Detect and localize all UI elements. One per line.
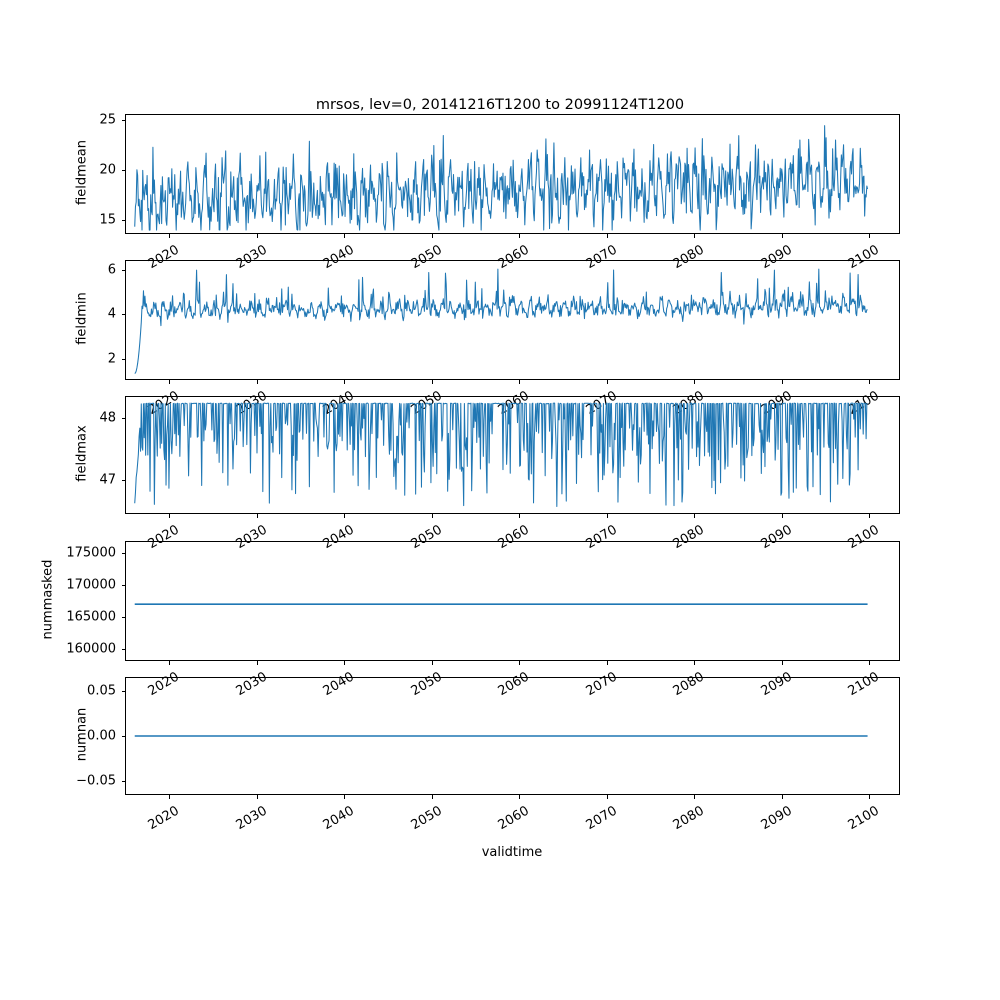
x-tick-mark-fieldmin-7 bbox=[781, 380, 783, 384]
x-tick-label-numnan-8: 2100 bbox=[845, 803, 883, 834]
x-tick-mark-fieldmin-4 bbox=[519, 380, 521, 384]
x-tick-mark-nummasked-3 bbox=[431, 661, 433, 665]
x-tick-mark-numnan-4 bbox=[519, 795, 521, 799]
y-tick-label-fieldmin-0: 2 bbox=[107, 351, 116, 367]
y-tick-label-fieldmean-1: 20 bbox=[99, 162, 116, 178]
x-tick-mark-fieldmin-5 bbox=[606, 380, 608, 384]
x-tick-mark-fieldmean-5 bbox=[606, 234, 608, 238]
plot-area-numnan bbox=[125, 677, 900, 795]
y-tick-mark-fieldmin-0 bbox=[121, 358, 125, 360]
y-axis-label-nummasked: nummasked bbox=[40, 559, 56, 640]
y-tick-mark-fieldmax-0 bbox=[121, 479, 125, 481]
plot-area-fieldmean bbox=[125, 114, 900, 234]
y-tick-label-fieldmean-2: 25 bbox=[99, 112, 116, 128]
plot-area-nummasked bbox=[125, 541, 900, 661]
plot-area-fieldmin bbox=[125, 260, 900, 380]
x-tick-mark-numnan-1 bbox=[256, 795, 258, 799]
y-tick-mark-nummasked-3 bbox=[121, 552, 125, 554]
y-tick-label-fieldmean-0: 15 bbox=[99, 212, 116, 228]
x-tick-label-numnan-6: 2080 bbox=[670, 803, 708, 834]
x-tick-mark-fieldmean-0 bbox=[169, 234, 171, 238]
x-tick-mark-fieldmin-2 bbox=[344, 380, 346, 384]
figure-title: mrsos, lev=0, 20141216T1200 to 20991124T… bbox=[315, 97, 685, 113]
x-tick-mark-fieldmax-5 bbox=[606, 514, 608, 518]
x-tick-mark-fieldmax-7 bbox=[781, 514, 783, 518]
y-tick-mark-fieldmin-1 bbox=[121, 314, 125, 316]
x-axis-label: validtime bbox=[481, 845, 543, 860]
x-tick-mark-fieldmax-2 bbox=[344, 514, 346, 518]
x-tick-mark-fieldmean-7 bbox=[781, 234, 783, 238]
x-tick-mark-numnan-2 bbox=[344, 795, 346, 799]
y-tick-label-nummasked-3: 175000 bbox=[66, 545, 116, 561]
x-tick-mark-fieldmax-1 bbox=[256, 514, 258, 518]
x-tick-mark-fieldmean-8 bbox=[869, 234, 871, 238]
x-tick-mark-fieldmax-6 bbox=[694, 514, 696, 518]
x-tick-mark-fieldmean-2 bbox=[344, 234, 346, 238]
y-tick-mark-nummasked-1 bbox=[121, 617, 125, 619]
y-tick-label-numnan-2: 0.05 bbox=[87, 683, 116, 699]
y-tick-label-numnan-0: −0.05 bbox=[76, 773, 116, 789]
x-tick-mark-fieldmax-0 bbox=[169, 514, 171, 518]
x-tick-mark-numnan-0 bbox=[169, 795, 171, 799]
x-tick-mark-fieldmin-6 bbox=[694, 380, 696, 384]
y-tick-label-fieldmin-2: 6 bbox=[107, 262, 116, 278]
y-tick-label-nummasked-0: 160000 bbox=[66, 641, 116, 657]
x-tick-mark-fieldmean-6 bbox=[694, 234, 696, 238]
plot-area-fieldmax bbox=[125, 396, 900, 514]
x-tick-mark-fieldmin-1 bbox=[256, 380, 258, 384]
x-tick-mark-fieldmean-3 bbox=[431, 234, 433, 238]
x-tick-mark-numnan-3 bbox=[431, 795, 433, 799]
y-tick-mark-fieldmax-1 bbox=[121, 417, 125, 419]
data-line-fieldmin bbox=[134, 268, 868, 374]
x-tick-label-numnan-3: 2050 bbox=[408, 803, 445, 834]
y-tick-mark-fieldmin-2 bbox=[121, 270, 125, 271]
x-tick-label-numnan-1: 2030 bbox=[233, 803, 270, 834]
y-axis-label-fieldmax: fieldmax bbox=[74, 425, 90, 482]
y-tick-mark-numnan-0 bbox=[121, 780, 125, 782]
x-tick-label-numnan-5: 2070 bbox=[583, 803, 620, 834]
y-tick-label-nummasked-2: 170000 bbox=[66, 577, 116, 593]
y-axis-label-numnan: numnan bbox=[74, 707, 90, 762]
x-tick-mark-nummasked-1 bbox=[256, 661, 258, 665]
x-tick-mark-fieldmin-0 bbox=[169, 380, 171, 384]
y-tick-label-fieldmax-0: 47 bbox=[99, 472, 116, 488]
x-tick-label-numnan-4: 2060 bbox=[495, 803, 532, 834]
y-tick-label-fieldmax-1: 48 bbox=[99, 410, 116, 426]
x-tick-label-numnan-0: 2020 bbox=[145, 803, 182, 834]
y-tick-mark-nummasked-0 bbox=[121, 649, 125, 651]
x-tick-mark-nummasked-7 bbox=[781, 661, 783, 665]
x-tick-mark-fieldmean-1 bbox=[256, 234, 258, 238]
data-line-fieldmean bbox=[134, 125, 869, 231]
x-tick-mark-fieldmin-8 bbox=[869, 380, 871, 384]
y-tick-label-nummasked-1: 165000 bbox=[66, 609, 116, 625]
x-tick-mark-fieldmax-8 bbox=[869, 514, 871, 518]
x-tick-mark-fieldmin-3 bbox=[431, 380, 433, 384]
x-tick-mark-numnan-7 bbox=[781, 795, 783, 799]
y-tick-mark-fieldmean-0 bbox=[121, 220, 125, 221]
x-tick-mark-nummasked-0 bbox=[169, 661, 171, 665]
x-tick-mark-fieldmean-4 bbox=[519, 234, 521, 238]
x-tick-mark-numnan-5 bbox=[606, 795, 608, 799]
x-tick-mark-nummasked-4 bbox=[519, 661, 521, 665]
x-tick-mark-nummasked-8 bbox=[869, 661, 871, 665]
y-tick-mark-fieldmean-1 bbox=[121, 170, 125, 171]
y-tick-mark-numnan-2 bbox=[121, 691, 125, 693]
x-tick-mark-nummasked-5 bbox=[606, 661, 608, 665]
x-tick-mark-nummasked-6 bbox=[694, 661, 696, 665]
y-tick-mark-numnan-1 bbox=[121, 736, 125, 737]
x-tick-mark-fieldmax-3 bbox=[431, 514, 433, 518]
x-tick-mark-numnan-6 bbox=[694, 795, 696, 799]
y-tick-label-fieldmin-1: 4 bbox=[107, 306, 116, 322]
x-tick-label-numnan-2: 2040 bbox=[320, 803, 357, 834]
x-tick-mark-fieldmax-4 bbox=[519, 514, 521, 518]
x-tick-mark-numnan-8 bbox=[869, 795, 871, 799]
y-tick-mark-nummasked-2 bbox=[121, 584, 125, 586]
y-tick-label-numnan-1: 0.00 bbox=[87, 728, 116, 744]
data-line-fieldmax bbox=[134, 402, 868, 507]
x-tick-mark-nummasked-2 bbox=[344, 661, 346, 665]
x-tick-label-numnan-7: 2090 bbox=[758, 803, 795, 834]
y-tick-mark-fieldmean-2 bbox=[121, 120, 125, 121]
